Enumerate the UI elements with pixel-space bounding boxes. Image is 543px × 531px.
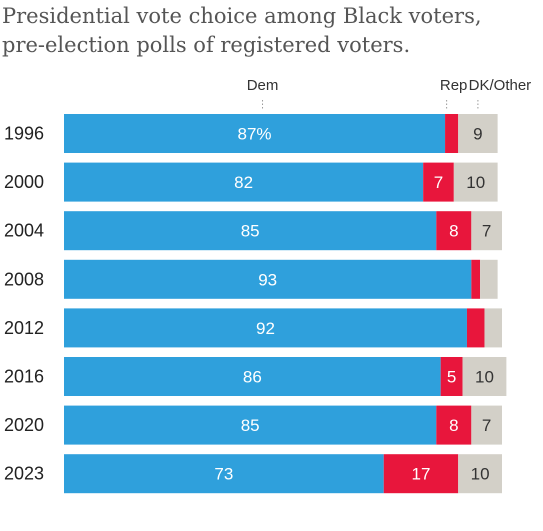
year-label: 2012 — [4, 318, 44, 338]
bar-dk-other — [484, 308, 502, 348]
data-label: 7 — [434, 173, 443, 192]
bar-dem — [64, 308, 467, 348]
bar-rep — [466, 308, 485, 348]
bar-dk-other — [453, 162, 498, 202]
data-label: 9 — [473, 125, 482, 144]
year-label: 2008 — [4, 269, 44, 289]
bar-rep — [471, 259, 481, 299]
data-label: 8 — [449, 416, 458, 435]
legend-label-dem: Dem — [247, 77, 279, 94]
bar-dem — [64, 357, 441, 396]
chart-title-block: Presidential vote choice among Black vot… — [2, 2, 538, 60]
data-label: 7 — [482, 416, 491, 435]
data-label: 10 — [471, 465, 490, 484]
data-label: 87% — [238, 125, 272, 144]
data-label: 86 — [243, 368, 262, 387]
bar-rep — [423, 162, 454, 202]
data-label: 17 — [412, 465, 431, 484]
bar-dem — [64, 405, 437, 445]
bar-rep — [383, 454, 459, 494]
bar-dk-other — [458, 114, 498, 153]
data-label: 7 — [482, 222, 491, 241]
year-label: 2020 — [4, 415, 44, 435]
legend-label-rep: Rep — [440, 77, 468, 94]
chart-subtitle: pre-election polls of registered voters. — [2, 33, 411, 57]
year-label: 2004 — [4, 221, 44, 241]
bar-dk-other — [458, 454, 502, 494]
year-label: 1996 — [4, 124, 44, 144]
bar-dk-other — [471, 405, 502, 445]
data-label: 82 — [234, 173, 253, 192]
legend-label-dk-other: DK/Other — [469, 77, 532, 94]
bar-rep — [445, 114, 459, 153]
bar-dem — [64, 114, 446, 153]
bar-dk-other — [462, 357, 507, 396]
bar-rep — [440, 357, 463, 396]
year-label: 2023 — [4, 464, 44, 484]
data-label: 92 — [256, 319, 275, 338]
data-label: 73 — [214, 465, 233, 484]
chart-title: Presidential vote choice among Black vot… — [2, 4, 482, 28]
data-label: 10 — [475, 368, 494, 387]
bar-rep — [436, 211, 472, 251]
year-label: 2016 — [4, 367, 44, 387]
data-label: 5 — [447, 368, 456, 387]
data-label: 93 — [258, 270, 277, 289]
bar-dk-other — [480, 259, 498, 299]
data-label: 85 — [241, 416, 260, 435]
data-label: 85 — [241, 222, 260, 241]
bar-dem — [64, 259, 472, 299]
data-label: 10 — [466, 173, 485, 192]
bar-dem — [64, 454, 384, 494]
bar-dem — [64, 162, 424, 202]
bar-dem — [64, 211, 437, 251]
data-label: 8 — [449, 222, 458, 241]
bar-rep — [436, 405, 472, 445]
bar-dk-other — [471, 211, 502, 251]
year-label: 2000 — [4, 172, 44, 192]
